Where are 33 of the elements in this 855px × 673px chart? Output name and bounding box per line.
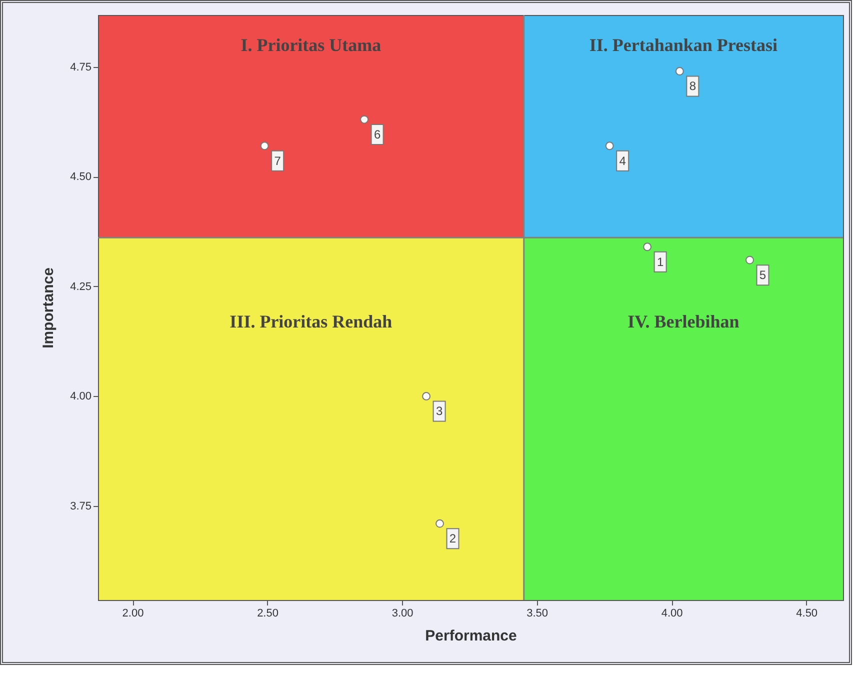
annotation: II. Pertahankan Prestasi <box>589 35 778 55</box>
annotation: 8 <box>689 79 696 94</box>
annotation: 6 <box>374 128 381 142</box>
y-tick-label: 4.25 <box>70 280 92 293</box>
annotation: IV. Berlebihan <box>628 312 740 332</box>
x-tick-label: 2.50 <box>257 608 278 620</box>
x-tick-label: 4.50 <box>796 608 818 620</box>
x-tick-label: 4.00 <box>661 608 683 620</box>
y-tick-label: 3.75 <box>70 500 92 513</box>
point <box>436 519 444 528</box>
annotation: I. Prioritas Utama <box>240 35 382 55</box>
y-tick-label: 4.00 <box>70 390 92 403</box>
x-tick-label: 2.00 <box>122 608 144 620</box>
point <box>746 256 754 264</box>
annotation: 3 <box>436 404 443 418</box>
annotation: 4 <box>619 154 626 168</box>
x-tick-label: 3.50 <box>526 608 548 620</box>
point <box>675 67 684 76</box>
point <box>605 142 614 150</box>
annotation: 2 <box>449 532 456 546</box>
y-axis-title: Importance <box>40 268 58 348</box>
annotation: 7 <box>274 154 282 168</box>
annotation: 5 <box>759 268 766 282</box>
point <box>360 115 369 124</box>
point <box>643 242 652 252</box>
y-tick-label: 4.75 <box>70 61 92 74</box>
y-tick-label: 4.50 <box>70 171 92 184</box>
annotation: 1 <box>656 254 664 269</box>
point <box>422 392 431 400</box>
point <box>260 142 269 150</box>
x-tick-label: 3.00 <box>392 608 414 620</box>
x-axis-title: Performance <box>425 628 517 644</box>
annotation: III. Prioritas Rendah <box>230 312 392 332</box>
